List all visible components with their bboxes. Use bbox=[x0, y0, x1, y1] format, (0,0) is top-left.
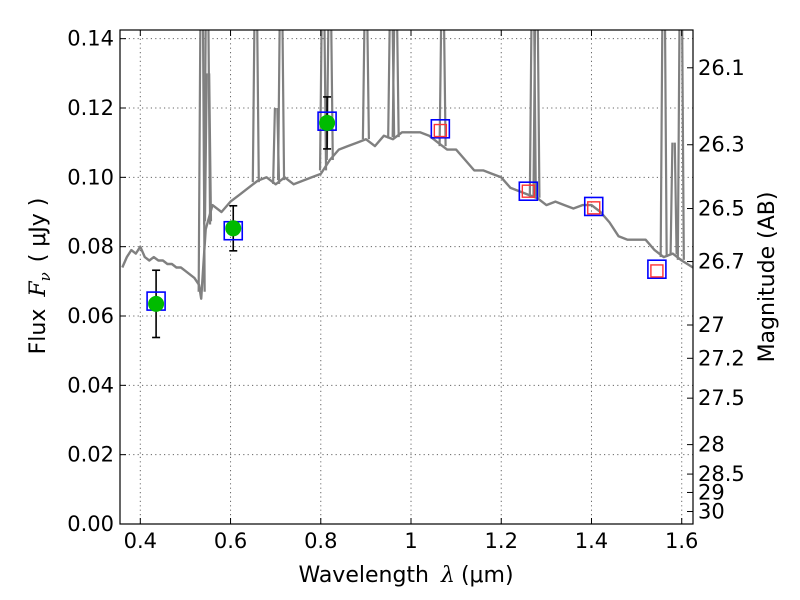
model-box bbox=[518, 181, 539, 201]
emission-line bbox=[391, 30, 400, 138]
predicted-point bbox=[587, 201, 601, 215]
y-tick-label: 0.10 bbox=[67, 165, 114, 189]
emission-line bbox=[532, 30, 541, 198]
x-tick-label: 1.2 bbox=[485, 529, 518, 553]
mag-tick-label: 30 bbox=[698, 500, 725, 524]
x-tick-label: 0.6 bbox=[214, 529, 247, 553]
mag-tick-label: 27.2 bbox=[698, 346, 745, 370]
mag-tick-label: 27 bbox=[698, 313, 725, 337]
emission-line bbox=[659, 30, 668, 258]
predicted-point bbox=[650, 264, 664, 278]
x-tick-label: 1.6 bbox=[665, 529, 698, 553]
y-tick-label: 0.00 bbox=[67, 512, 114, 536]
x-tick-label: 0.8 bbox=[304, 529, 337, 553]
emission-line bbox=[276, 30, 286, 181]
x-tick-label: 1 bbox=[404, 529, 417, 553]
model-box bbox=[583, 196, 604, 217]
y-tick-label: 0.02 bbox=[67, 443, 114, 467]
emission-line bbox=[318, 30, 328, 171]
y-tick-label: 0.06 bbox=[67, 304, 114, 328]
y-tick-label: 0.08 bbox=[67, 235, 114, 259]
x-tick-label: 0.4 bbox=[124, 529, 157, 553]
y-tick-label: 0.14 bbox=[67, 27, 114, 51]
y-tick-label: 0.04 bbox=[67, 373, 114, 397]
mag-tick-label: 26.1 bbox=[698, 56, 745, 80]
observed-point bbox=[319, 114, 336, 131]
emission-line bbox=[438, 30, 447, 147]
marker-layer bbox=[146, 96, 667, 339]
mag-tick-label: 26.5 bbox=[698, 197, 745, 221]
mag-tick-label: 28.5 bbox=[698, 462, 745, 486]
mag-tick-label: 26.3 bbox=[698, 133, 745, 157]
emission-line bbox=[203, 73, 213, 222]
observed-point bbox=[225, 220, 242, 237]
y-tick-label: 0.12 bbox=[67, 96, 114, 120]
emission-line bbox=[251, 30, 260, 183]
sed-layer bbox=[121, 30, 693, 300]
mag-tick-label: 26.7 bbox=[698, 250, 745, 274]
mag-tick-label: 28 bbox=[698, 433, 725, 457]
x-tick-label: 1.4 bbox=[575, 529, 608, 553]
emission-line bbox=[676, 30, 685, 260]
x-axis-label: Wavelength λ (μm) bbox=[298, 563, 513, 588]
observed-point bbox=[148, 295, 165, 312]
plot-frame bbox=[119, 29, 694, 525]
model-box bbox=[430, 119, 451, 139]
model-box bbox=[647, 259, 667, 280]
axis-ticks: 0.4 0.6 0.8 1 1.2 1.4 1.6 0.00 0.02 0.04 0.06 0.08 0… bbox=[67, 27, 745, 553]
right-axis-label: Magnitude (AB) bbox=[755, 192, 780, 363]
predicted-point bbox=[433, 123, 448, 138]
y-axis-label: FluxFν( μJy ) bbox=[26, 198, 54, 355]
emission-line bbox=[669, 142, 678, 255]
mag-tick-label: 27.5 bbox=[698, 386, 745, 410]
sed-curve bbox=[121, 131, 693, 300]
predicted-point bbox=[521, 184, 536, 198]
emission-line bbox=[361, 30, 370, 140]
mag-tick-label: 29 bbox=[698, 480, 725, 504]
